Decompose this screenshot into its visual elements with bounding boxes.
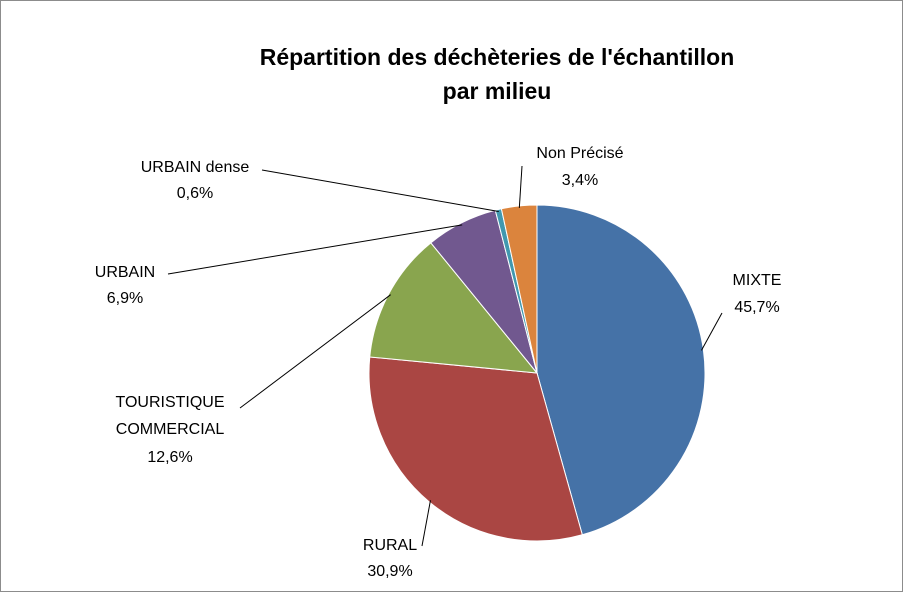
- slice-value-label: 45,7%: [734, 299, 780, 316]
- leader-line: [518, 165, 523, 208]
- slice-value-label: 30,9%: [367, 563, 413, 580]
- leader-line: [167, 224, 463, 275]
- chart-subtitle: par milieu: [442, 78, 552, 104]
- slice-category: RURAL: [362, 537, 418, 554]
- slice-value-label: 0,6%: [176, 185, 214, 202]
- pie-slice: [369, 242, 539, 374]
- pie-slice: [368, 356, 583, 542]
- slice-category: URBAIN dense: [140, 159, 250, 176]
- leader-line: [421, 500, 431, 547]
- pie-slice: [536, 204, 706, 536]
- slice-value-label: 3,4%: [561, 172, 599, 189]
- slice-value-label: 6,9%: [106, 290, 144, 307]
- leader-line: [261, 169, 499, 212]
- slice-category: TOURISTIQUE COMMERCIAL: [115, 394, 225, 438]
- slice-value-label: 12,6%: [147, 449, 193, 466]
- chart-title: Répartition des déchèteries de l'échanti…: [259, 44, 735, 70]
- slice-category: URBAIN: [94, 264, 156, 281]
- leader-line: [239, 294, 391, 409]
- slice-category: MIXTE: [732, 272, 782, 289]
- slice-category: Non Précisé: [536, 145, 624, 162]
- leader-line: [701, 312, 723, 351]
